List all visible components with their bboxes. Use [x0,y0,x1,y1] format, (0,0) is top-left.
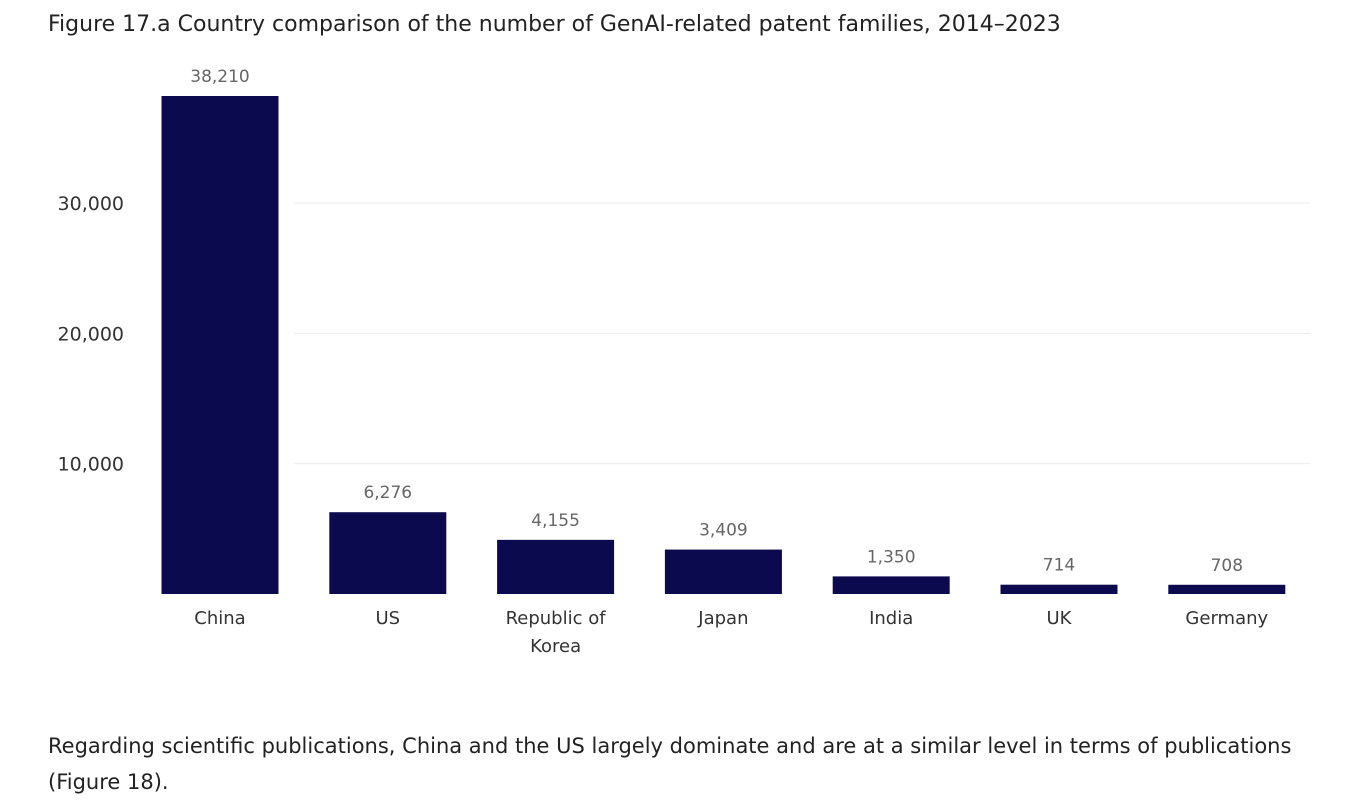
caption-text: Regarding scientific publications, China… [48,734,1292,794]
x-tick-label: India [869,608,913,629]
value-label: 4,155 [531,511,580,531]
gridlines [294,202,1310,465]
bar [664,549,782,594]
x-axis-labels: China US Republic of Korea Japan India UK Germa… [194,608,1268,657]
value-labels: 38,210 6,276 4,155 3,409 1,350 714 708 [190,67,1243,576]
bar [832,576,950,594]
figure-title: Figure 17.a Country comparison of the nu… [48,12,1061,37]
bar [329,512,447,594]
value-label: 1,350 [867,547,916,567]
bar-chart-svg: 10,000 20,000 30,000 38,210 6,276 4,155 3,409… [58,67,1310,657]
x-tick-label: Germany [1185,608,1268,629]
y-tick-label: 30,000 [58,193,124,215]
bar-chart: 10,000 20,000 30,000 38,210 6,276 4,155 3,409… [0,50,1346,680]
value-label: 38,210 [190,67,249,87]
bar [161,96,279,594]
x-tick-label: Korea [530,636,581,657]
bars [161,96,1286,594]
y-axis-ticks: 10,000 20,000 30,000 [58,193,124,476]
y-tick-label: 10,000 [58,454,124,476]
x-tick-label: UK [1047,608,1073,629]
y-tick-label: 20,000 [58,323,124,345]
bar [497,539,615,594]
x-tick-label: Republic of [506,608,607,629]
bar [1000,584,1118,594]
x-tick-label: US [375,608,400,629]
value-label: 6,276 [363,483,412,503]
value-label: 714 [1043,556,1075,576]
x-tick-label: Japan [697,608,748,629]
bar [1168,584,1286,594]
x-tick-label: China [194,608,245,629]
value-label: 708 [1211,556,1243,576]
value-label: 3,409 [699,521,748,541]
